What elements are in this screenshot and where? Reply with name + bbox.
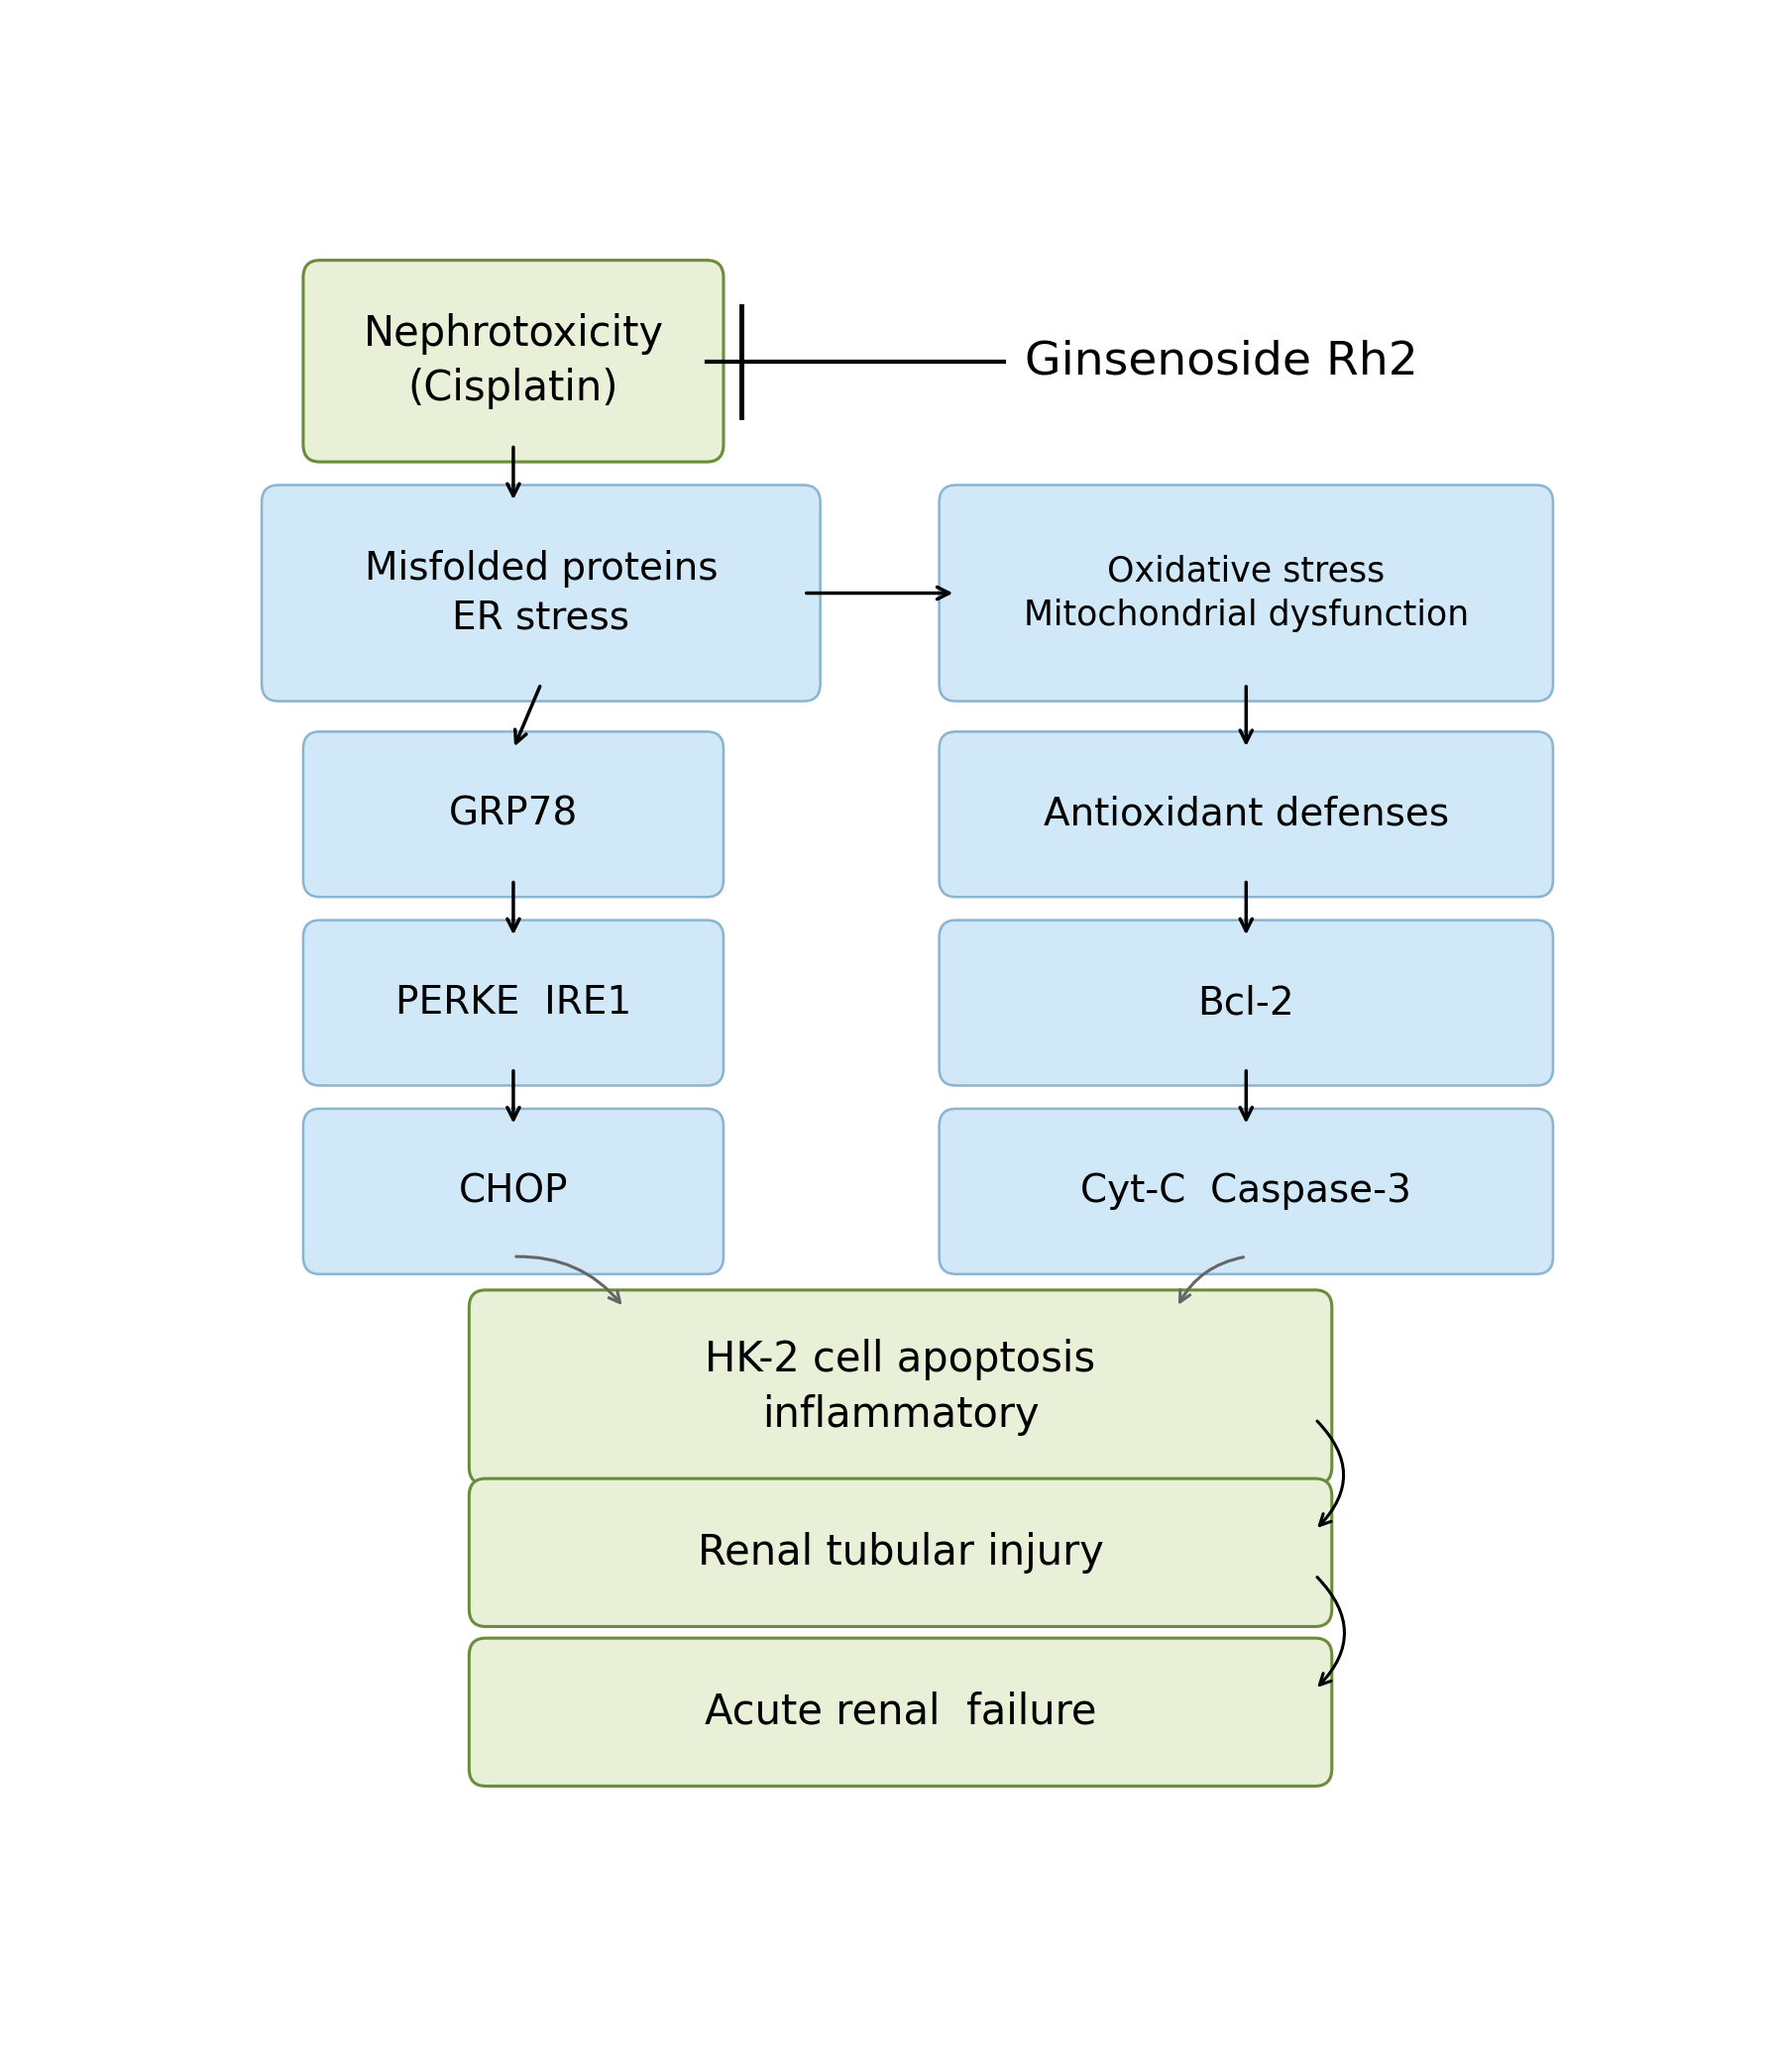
Text: Ginsenoside Rh2: Ginsenoside Rh2	[1024, 340, 1418, 383]
FancyBboxPatch shape	[469, 1639, 1333, 1786]
Text: Misfolded proteins
ER stress: Misfolded proteins ER stress	[364, 549, 717, 636]
FancyBboxPatch shape	[938, 1109, 1554, 1274]
Text: GRP78: GRP78	[450, 796, 578, 833]
Text: Renal tubular injury: Renal tubular injury	[698, 1531, 1104, 1573]
FancyBboxPatch shape	[303, 1109, 724, 1274]
Text: Cyt-C  Caspase-3: Cyt-C Caspase-3	[1081, 1173, 1411, 1210]
FancyBboxPatch shape	[469, 1479, 1333, 1627]
Text: Acute renal  failure: Acute renal failure	[705, 1691, 1097, 1732]
FancyBboxPatch shape	[303, 261, 724, 462]
FancyBboxPatch shape	[938, 731, 1554, 897]
FancyBboxPatch shape	[303, 920, 724, 1086]
Text: Antioxidant defenses: Antioxidant defenses	[1044, 796, 1449, 833]
Text: HK-2 cell apoptosis
inflammatory: HK-2 cell apoptosis inflammatory	[705, 1339, 1095, 1436]
FancyBboxPatch shape	[303, 731, 724, 897]
FancyBboxPatch shape	[938, 485, 1554, 700]
Text: CHOP: CHOP	[458, 1173, 567, 1210]
Text: Bcl-2: Bcl-2	[1197, 984, 1295, 1021]
FancyBboxPatch shape	[938, 920, 1554, 1086]
Text: Oxidative stress
Mitochondrial dysfunction: Oxidative stress Mitochondrial dysfuncti…	[1024, 553, 1468, 632]
Text: PERKE  IRE1: PERKE IRE1	[396, 984, 632, 1021]
FancyBboxPatch shape	[262, 485, 821, 700]
Text: Nephrotoxicity
(Cisplatin): Nephrotoxicity (Cisplatin)	[364, 313, 664, 408]
FancyBboxPatch shape	[469, 1291, 1333, 1484]
